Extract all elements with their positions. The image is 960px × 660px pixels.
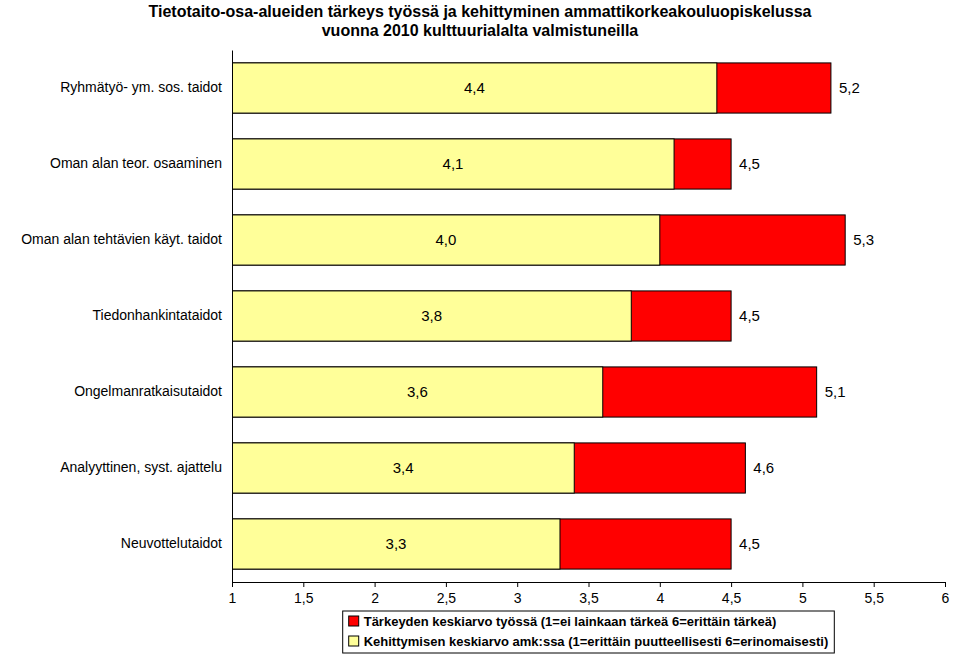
tick-label: 4 (656, 590, 664, 606)
tick-mark (517, 582, 518, 587)
chart: Tietotaito-osa-alueiden tärkeys työssä j… (0, 0, 960, 660)
category-tick: Ryhmätyö- ym. sos. taidot (60, 79, 232, 95)
tick-label: 1 (229, 590, 237, 606)
tick-label: 2 (371, 590, 379, 606)
category-label: Oman alan teor. osaaminen (50, 155, 222, 171)
legend-swatch (349, 616, 359, 626)
category-tick: Oman alan tehtävien käyt. taidot (21, 231, 232, 247)
tick: 3,5 (579, 582, 599, 606)
legend-swatch (349, 636, 359, 646)
data-label: 3,4 (393, 459, 414, 476)
title-line: vuonna 2010 kulttuurialalta valmistuneil… (322, 22, 639, 39)
tick: 4 (656, 582, 664, 606)
tick: 3 (514, 582, 522, 606)
bar (232, 291, 731, 341)
y-axis: Ryhmätyö- ym. sos. taidot Oman alan teor.… (21, 51, 232, 583)
bar (232, 215, 660, 265)
tick-label: 5 (799, 590, 807, 606)
series (232, 63, 845, 569)
tick: 1 (229, 582, 237, 606)
tick: 2,5 (437, 582, 457, 606)
legend-item: Kehittymisen keskiarvo amk:ssa (1=erittä… (349, 634, 829, 649)
tick-label: 4,5 (722, 590, 742, 606)
category-label: Tiedonhankintataidot (93, 307, 223, 323)
tick-mark (874, 582, 875, 587)
category-tick: Tiedonhankintataidot (93, 307, 232, 323)
bar (232, 215, 845, 265)
series (232, 63, 717, 569)
tick: 2 (371, 582, 379, 606)
tick-mark (660, 582, 661, 587)
data-label: 4,1 (443, 155, 464, 172)
tick-mark (589, 582, 590, 587)
x-axis: 1 1,5 2 2,5 3 3,5 4 4,5 5 5,5 6 (229, 582, 950, 606)
category-label: Oman alan tehtävien käyt. taidot (21, 231, 222, 247)
legend: Tärkeyden keskiarvo työssä (1=ei lainkaa… (343, 611, 835, 653)
bar (232, 367, 603, 417)
data-label: 5,2 (839, 79, 860, 96)
data-label: 4,5 (739, 307, 760, 324)
tick-label: 3 (514, 590, 522, 606)
category-tick: Analyyttinen, syst. ajattelu (60, 459, 232, 475)
axis-line (232, 51, 233, 583)
tick-label: 6 (942, 590, 950, 606)
tick: 1,5 (294, 582, 314, 606)
legend-item: Tärkeyden keskiarvo työssä (1=ei lainkaa… (349, 614, 777, 629)
category-label: Ryhmätyö- ym. sos. taidot (60, 79, 222, 95)
legend-label: Kehittymisen keskiarvo amk:ssa (1=erittä… (364, 634, 829, 649)
tick-mark (945, 582, 946, 587)
tick: 6 (942, 582, 950, 606)
tick-mark (446, 582, 447, 587)
data-label: 4,0 (435, 231, 456, 248)
data-label: 3,3 (386, 535, 407, 552)
data-label: 4,6 (753, 459, 774, 476)
data-label: 4,4 (464, 79, 485, 96)
axis-line (233, 583, 946, 588)
bar (232, 291, 631, 341)
category-label: Ongelmanratkaisutaidot (74, 383, 222, 399)
tick-mark (232, 582, 233, 587)
tick-label: 2,5 (437, 590, 457, 606)
data-labels: 5,2 4,5 5,3 4,5 5,1 4,6 4,5 4,4 4,1 4,0 3,8 3,6 3,4 3… (386, 79, 874, 552)
legend-label: Tärkeyden keskiarvo työssä (1=ei lainkaa… (364, 614, 777, 629)
data-label: 5,1 (825, 383, 846, 400)
bar (232, 519, 731, 569)
data-label: 3,6 (407, 383, 428, 400)
data-label: 5,3 (853, 231, 874, 248)
tick-mark (731, 582, 732, 587)
legend-box (343, 611, 835, 653)
tick-label: 1,5 (294, 590, 314, 606)
bar (232, 139, 674, 189)
category-label: Analyyttinen, syst. ajattelu (60, 459, 222, 475)
bars (232, 63, 845, 569)
bar (232, 139, 731, 189)
bar (232, 519, 560, 569)
tick-mark (802, 582, 803, 587)
tick: 5 (799, 582, 807, 606)
tick: 4,5 (722, 582, 742, 606)
bar (232, 63, 717, 113)
title-line: Tietotaito-osa-alueiden tärkeys työssä j… (148, 3, 811, 20)
bar (232, 443, 574, 493)
tick-label: 3,5 (579, 590, 599, 606)
tick: 5,5 (864, 582, 884, 606)
data-label: 3,8 (421, 307, 442, 324)
bar (232, 63, 831, 113)
category-label: Neuvottelutaidot (121, 535, 222, 551)
tick-mark (303, 582, 304, 587)
category-tick: Oman alan teor. osaaminen (50, 155, 232, 171)
bar (232, 443, 745, 493)
category-tick: Neuvottelutaidot (121, 535, 232, 551)
data-label: 4,5 (739, 155, 760, 172)
title: Tietotaito-osa-alueiden tärkeys työssä j… (148, 3, 811, 39)
category-tick: Ongelmanratkaisutaidot (74, 383, 232, 399)
data-label: 4,5 (739, 535, 760, 552)
tick-label: 5,5 (864, 590, 884, 606)
bar (232, 367, 817, 417)
tick-mark (375, 582, 376, 587)
